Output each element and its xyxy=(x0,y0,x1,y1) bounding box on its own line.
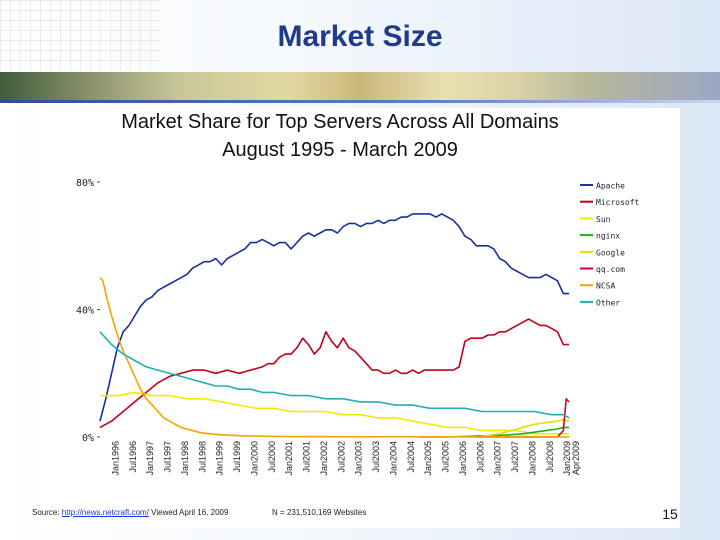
legend-label: nginx xyxy=(596,232,620,241)
x-tick-label: Jul2005 xyxy=(441,441,451,473)
lines-layer xyxy=(99,213,570,438)
legend-label: Google xyxy=(596,248,625,257)
x-tick-label: Apr2009 xyxy=(571,441,581,475)
y-tick-label: 40% xyxy=(76,306,94,317)
chart-title: Market Share for Top Servers Across All … xyxy=(40,108,640,164)
x-tick-label: Jul1998 xyxy=(197,441,207,473)
x-tick-label: Jul2007 xyxy=(510,441,520,473)
x-tick-label: Jan2006 xyxy=(458,441,468,476)
source-suffix: Viewed April 16, 2009 xyxy=(148,508,229,517)
x-tick-label: Jan2009 xyxy=(562,441,572,476)
x-tick-label: Jul1997 xyxy=(163,441,173,473)
page-number: 15 xyxy=(662,506,678,522)
series-line-nginx xyxy=(418,426,570,438)
series-line-apache xyxy=(99,213,570,422)
x-tick-label: Jan2001 xyxy=(284,441,294,476)
series-line-google xyxy=(476,418,570,438)
x-tick-label: Jan1998 xyxy=(180,441,190,476)
photo-banner xyxy=(0,72,720,100)
legend-layer: Apache Microsoft Sun nginx Google qq.com NCSA O… xyxy=(580,182,640,307)
y-tick-label: 80% xyxy=(76,178,94,189)
series-line-sun xyxy=(100,391,570,435)
legend-label: NCSA xyxy=(596,282,615,291)
x-tick-label: Jan2002 xyxy=(319,441,329,476)
source-link[interactable]: http://news.netcraft.com/ xyxy=(61,508,149,517)
series-line-other xyxy=(99,331,570,419)
x-tick-label: Jul2002 xyxy=(336,441,346,473)
chart-panel xyxy=(40,108,680,528)
x-tick-label: Jul2004 xyxy=(406,441,416,473)
sample-size-note: N = 231,510,169 Websites xyxy=(272,508,367,517)
x-tick-label: Jul2001 xyxy=(302,441,312,473)
x-tick-label: Jan2008 xyxy=(527,441,537,476)
series-line-microsoft xyxy=(99,318,570,429)
grid-decoration xyxy=(0,0,160,70)
slide-title: Market Size xyxy=(277,20,443,53)
legend-label: Other xyxy=(596,298,620,307)
x-tick-label: Jan1999 xyxy=(215,441,225,476)
x-tick-label: Jul2008 xyxy=(545,441,555,473)
x-tick-label: Jul1996 xyxy=(128,441,138,473)
x-tick-label: Jan2005 xyxy=(423,441,433,476)
x-tick-label: Jan2003 xyxy=(354,441,364,476)
x-tick-label: Jan2007 xyxy=(493,441,503,476)
axes-layer: 0% 40% 80% Jan1996 Jul1996 Jan1997 Jul1997 Jan1… xyxy=(76,178,581,476)
x-tick-label: Jan2000 xyxy=(249,441,259,476)
x-tick-label: Jan1997 xyxy=(145,441,155,476)
y-tick-label: 0% xyxy=(82,433,94,444)
series-line-ncsa xyxy=(99,277,570,438)
x-tick-label: Jul1999 xyxy=(232,441,242,473)
x-tick-label: Jan1996 xyxy=(110,441,120,476)
source-note: Source: http://news.netcraft.com/ Viewed… xyxy=(32,508,228,517)
x-tick-label: Jan2004 xyxy=(388,441,398,476)
chart-title-line-1: Market Share for Top Servers Across All … xyxy=(121,111,559,133)
legend-label: Microsoft xyxy=(596,198,640,207)
legend-label: qq.com xyxy=(596,265,625,274)
legend-label: Apache xyxy=(596,182,625,191)
x-tick-label: Jul2003 xyxy=(371,441,381,473)
x-tick-label: Jul2006 xyxy=(475,441,485,473)
banner-rule xyxy=(0,100,720,103)
source-prefix: Source: xyxy=(32,508,62,517)
legend-label: Sun xyxy=(596,215,611,224)
x-tick-label: Jul2000 xyxy=(267,441,277,473)
chart-title-line-2: August 1995 - March 2009 xyxy=(222,139,458,161)
